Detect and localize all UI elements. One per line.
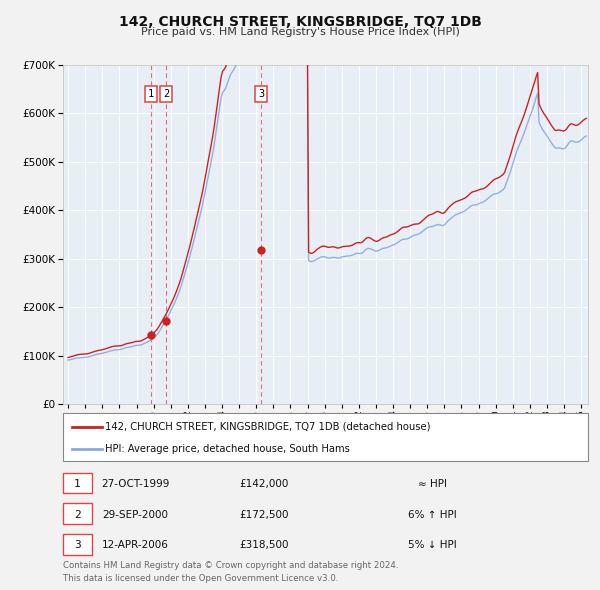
Text: 2: 2: [74, 510, 81, 520]
Text: 3: 3: [74, 540, 81, 550]
Text: 1: 1: [148, 88, 154, 99]
Text: 29-SEP-2000: 29-SEP-2000: [102, 510, 168, 520]
Text: 2: 2: [163, 88, 170, 99]
Text: 27-OCT-1999: 27-OCT-1999: [101, 479, 169, 489]
Text: HPI: Average price, detached house, South Hams: HPI: Average price, detached house, Sout…: [105, 444, 350, 454]
Text: 5% ↓ HPI: 5% ↓ HPI: [407, 540, 457, 550]
Text: £142,000: £142,000: [239, 479, 289, 489]
Text: Contains HM Land Registry data © Crown copyright and database right 2024.
This d: Contains HM Land Registry data © Crown c…: [63, 562, 398, 583]
Text: 3: 3: [258, 88, 264, 99]
Text: 142, CHURCH STREET, KINGSBRIDGE, TQ7 1DB: 142, CHURCH STREET, KINGSBRIDGE, TQ7 1DB: [119, 15, 481, 29]
Text: Price paid vs. HM Land Registry's House Price Index (HPI): Price paid vs. HM Land Registry's House …: [140, 27, 460, 37]
Text: 6% ↑ HPI: 6% ↑ HPI: [407, 510, 457, 520]
Text: 1: 1: [74, 479, 81, 489]
Text: 142, CHURCH STREET, KINGSBRIDGE, TQ7 1DB (detached house): 142, CHURCH STREET, KINGSBRIDGE, TQ7 1DB…: [105, 421, 431, 431]
Text: ≈ HPI: ≈ HPI: [418, 479, 446, 489]
Text: £318,500: £318,500: [239, 540, 289, 550]
Text: 12-APR-2006: 12-APR-2006: [101, 540, 169, 550]
Text: £172,500: £172,500: [239, 510, 289, 520]
